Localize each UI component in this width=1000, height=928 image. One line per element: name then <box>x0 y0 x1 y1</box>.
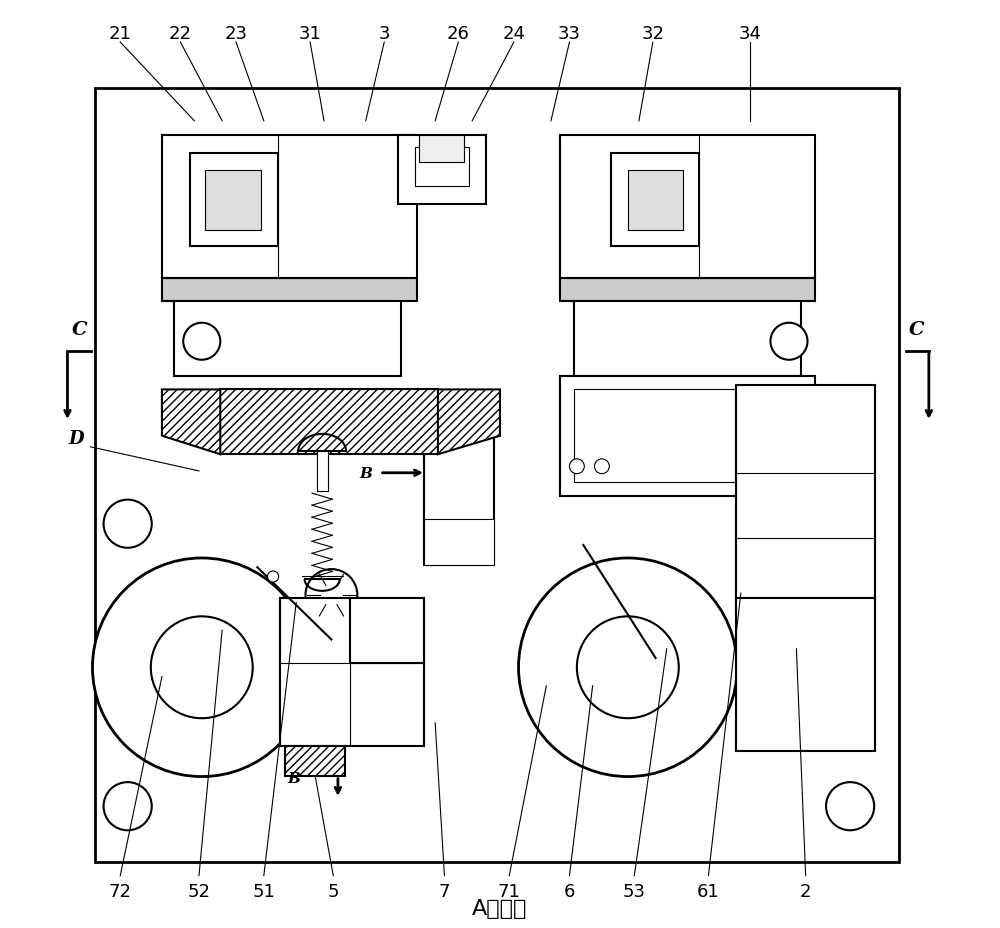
Text: 24: 24 <box>502 25 525 43</box>
Circle shape <box>765 613 782 629</box>
Text: 23: 23 <box>225 25 248 43</box>
Bar <box>174 303 401 376</box>
Circle shape <box>104 500 152 548</box>
Circle shape <box>826 500 874 548</box>
Text: A向视图: A向视图 <box>472 898 528 918</box>
Bar <box>611 154 699 247</box>
Bar <box>736 385 875 599</box>
Bar <box>190 154 278 247</box>
Bar <box>560 279 815 303</box>
Circle shape <box>151 617 253 718</box>
Bar <box>415 148 469 187</box>
Circle shape <box>104 782 152 831</box>
Bar <box>424 408 494 566</box>
Polygon shape <box>438 390 500 455</box>
Bar <box>162 135 417 279</box>
Text: 32: 32 <box>641 25 664 43</box>
Bar <box>628 171 683 231</box>
Text: B: B <box>287 771 300 786</box>
Text: 53: 53 <box>623 883 646 900</box>
Bar <box>560 376 815 496</box>
Text: 51: 51 <box>252 883 275 900</box>
Bar <box>95 89 899 862</box>
Text: 72: 72 <box>109 883 132 900</box>
Text: 5: 5 <box>328 883 339 900</box>
Circle shape <box>826 782 874 831</box>
Text: 2: 2 <box>800 883 811 900</box>
Text: 52: 52 <box>187 883 210 900</box>
Text: D: D <box>69 429 85 447</box>
Circle shape <box>594 459 609 474</box>
Text: 22: 22 <box>169 25 192 43</box>
Bar <box>574 390 801 483</box>
Bar <box>736 599 875 751</box>
Bar <box>419 135 464 163</box>
Bar <box>205 171 261 231</box>
Text: B: B <box>359 466 372 481</box>
Text: 71: 71 <box>498 883 521 900</box>
Bar <box>162 279 417 303</box>
Circle shape <box>305 570 357 621</box>
Text: 3: 3 <box>378 25 390 43</box>
Text: C: C <box>72 321 87 339</box>
Bar <box>285 746 345 776</box>
Bar <box>220 390 438 455</box>
Text: 21: 21 <box>109 25 132 43</box>
Text: 6: 6 <box>564 883 575 900</box>
Text: 34: 34 <box>739 25 762 43</box>
Bar <box>424 520 494 566</box>
Polygon shape <box>162 390 220 455</box>
Circle shape <box>770 323 808 360</box>
Circle shape <box>569 459 584 474</box>
Circle shape <box>577 617 679 718</box>
Text: 33: 33 <box>558 25 581 43</box>
Bar <box>574 303 801 376</box>
Bar <box>317 452 328 492</box>
Bar <box>350 599 424 663</box>
Text: 7: 7 <box>439 883 450 900</box>
Text: 26: 26 <box>447 25 470 43</box>
Text: C: C <box>909 321 925 339</box>
Bar <box>560 135 815 279</box>
Circle shape <box>92 559 311 777</box>
Circle shape <box>795 613 812 629</box>
Circle shape <box>183 323 220 360</box>
Text: 31: 31 <box>299 25 322 43</box>
Bar <box>398 135 486 205</box>
Circle shape <box>795 675 812 691</box>
Bar <box>280 599 424 746</box>
Circle shape <box>519 559 737 777</box>
Circle shape <box>268 572 279 583</box>
Text: 61: 61 <box>697 883 720 900</box>
Circle shape <box>765 675 782 691</box>
